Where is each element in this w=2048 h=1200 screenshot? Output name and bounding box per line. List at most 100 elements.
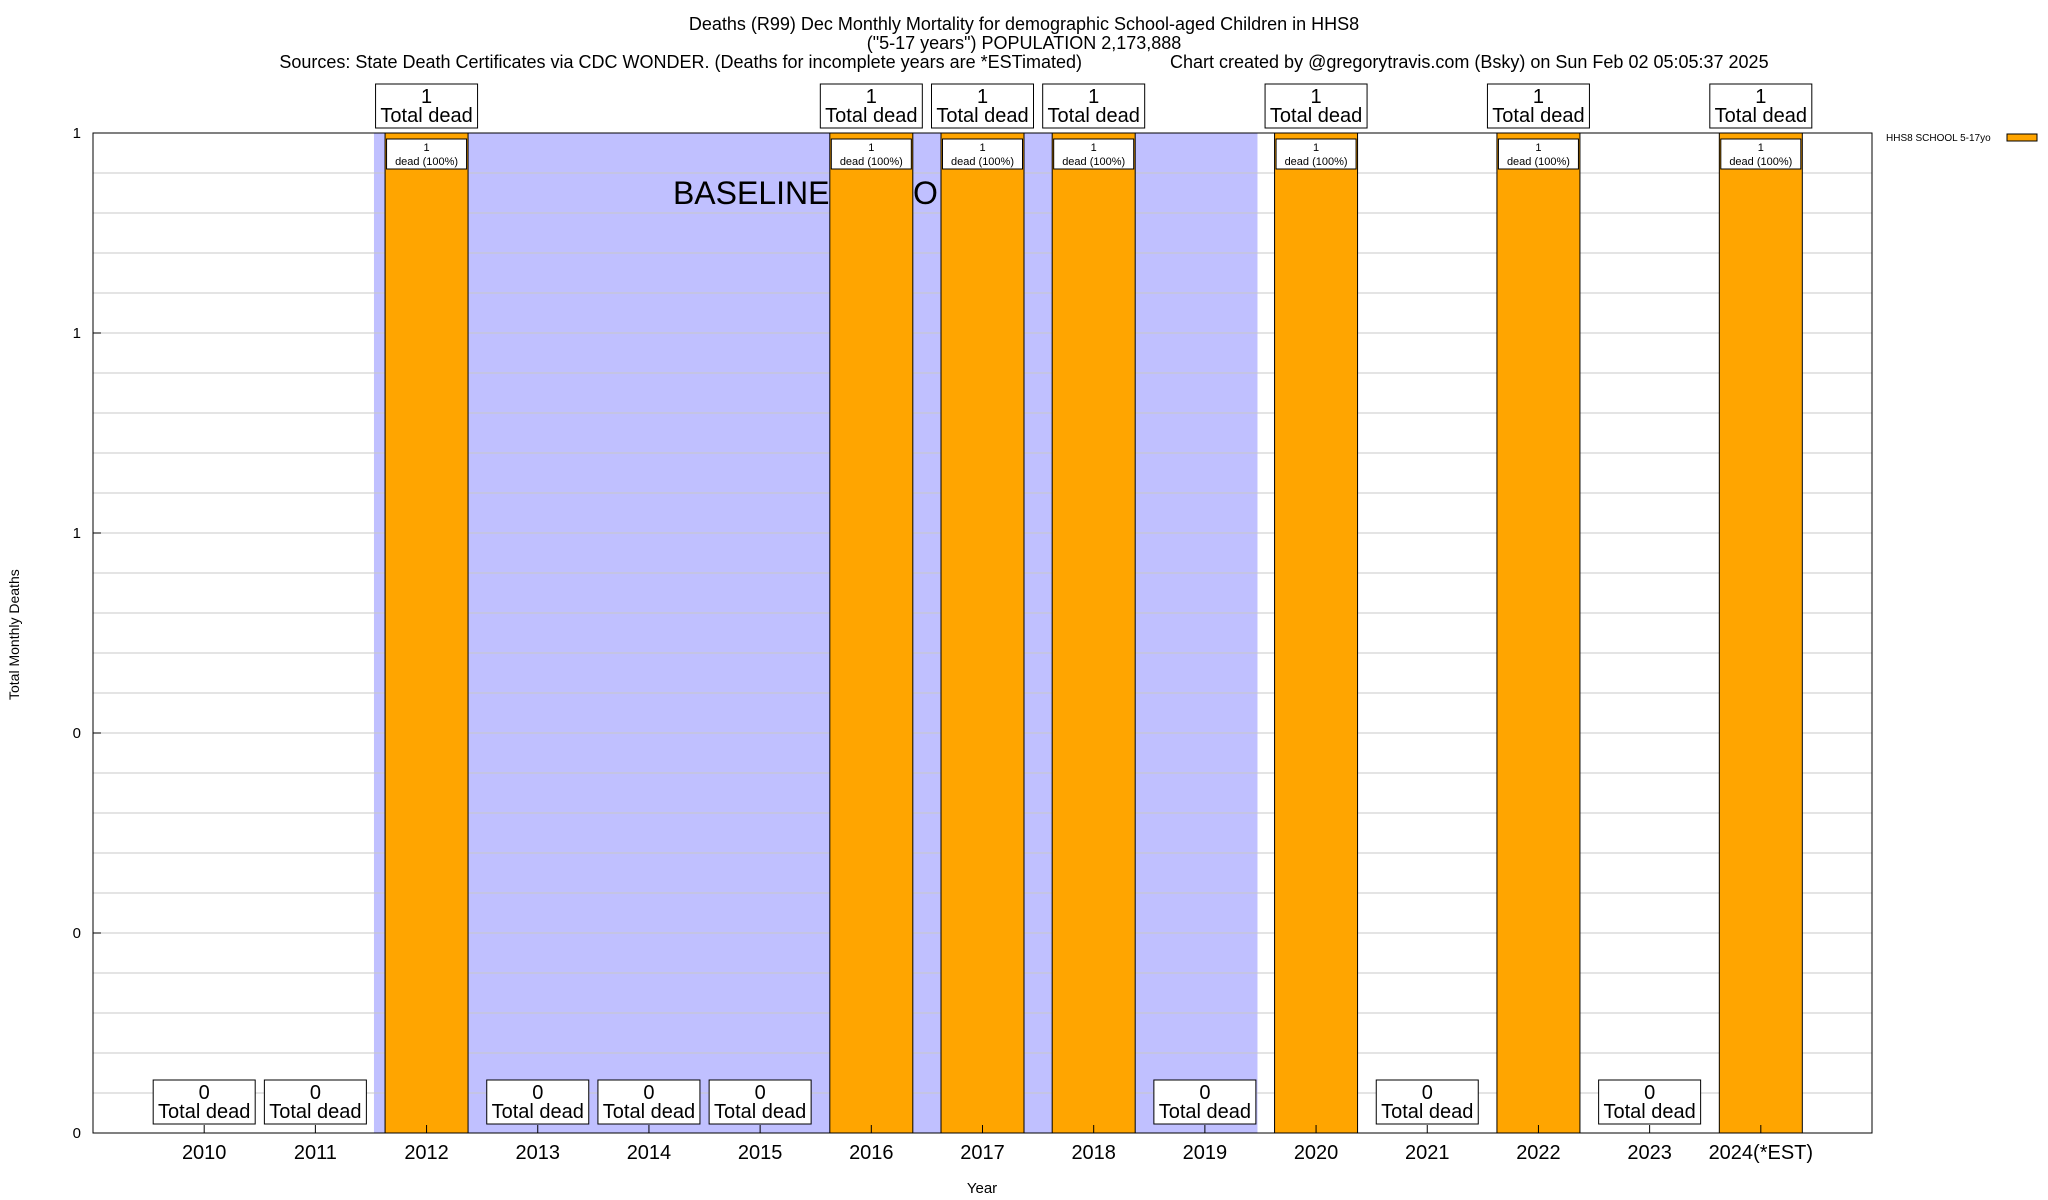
bar-inner-caption: dead (100%)	[1285, 156, 1348, 168]
bar	[1274, 132, 1359, 1134]
total-label-box	[819, 83, 923, 129]
chart-title: Deaths (R99) Dec Monthly Mortality for d…	[688, 14, 1360, 34]
x-tick-label: 2015	[738, 1142, 783, 1164]
total-label-value: 1	[866, 86, 877, 108]
bar-inner-caption: dead (100%)	[951, 156, 1014, 168]
bar-inner-caption: dead (100%)	[1729, 156, 1792, 168]
x-tick-label: 2022	[1516, 1142, 1561, 1164]
chart-source-text: Sources: State Death Certificates via CD…	[279, 52, 1082, 72]
legend-swatch	[2006, 133, 2038, 142]
y-tick-label: 1	[73, 325, 81, 342]
y-tick-label: 1	[73, 525, 81, 542]
total-label-caption: Total dead	[1603, 1101, 1695, 1123]
total-label-value: 1	[1533, 86, 1544, 108]
bar-inner-label-box	[1053, 138, 1135, 170]
total-label-box	[1375, 1079, 1479, 1125]
bar	[1496, 132, 1581, 1134]
bar-inner-caption: dead (100%)	[1507, 156, 1570, 168]
total-label-caption: Total dead	[1270, 105, 1362, 127]
total-label-box	[931, 83, 1034, 129]
total-label-value: 1	[1755, 86, 1766, 108]
total-label-value: 0	[532, 1082, 543, 1104]
bar-inner-label-box	[942, 138, 1023, 170]
baseline-period-label: BASELINE PERIOD	[673, 175, 961, 211]
bar-inner-caption: dead (100%)	[1062, 156, 1125, 168]
total-label-box	[263, 1079, 367, 1125]
total-label-caption: Total dead	[1381, 1101, 1473, 1123]
bar-inner-value: 1	[1758, 142, 1764, 154]
bar-inner-label-box	[386, 138, 468, 170]
bar-inner-value: 1	[979, 142, 985, 154]
bar-inner-label-box	[1720, 138, 1802, 170]
y-tick-label: 1	[73, 125, 81, 142]
bar	[940, 132, 1025, 1134]
total-label-caption: Total dead	[1159, 1101, 1251, 1123]
total-label-caption: Total dead	[158, 1101, 250, 1123]
bar-inner-value: 1	[1313, 142, 1319, 154]
bar	[829, 132, 914, 1134]
total-label-box	[1042, 83, 1146, 129]
total-label-value: 1	[977, 86, 988, 108]
bar-inner-value: 1	[1091, 142, 1097, 154]
bar-inner-value: 1	[424, 142, 430, 154]
total-label-value: 0	[1199, 1082, 1210, 1104]
total-label-box	[708, 1079, 812, 1125]
x-tick-label: 2017	[960, 1142, 1005, 1164]
total-label-caption: Total dead	[825, 105, 917, 127]
total-label-value: 0	[1644, 1082, 1655, 1104]
bar-inner-caption: dead (100%)	[395, 156, 458, 168]
total-label-box	[1709, 83, 1813, 129]
x-tick-label: 2011	[294, 1142, 337, 1164]
legend-label: HHS8 SCHOOL 5-17yo	[1886, 133, 1991, 144]
bar-inner-label-box	[1497, 138, 1579, 170]
bar	[1051, 132, 1136, 1134]
x-tick-label: 2013	[516, 1142, 561, 1164]
total-label-box	[375, 83, 479, 129]
total-label-caption: Total dead	[603, 1101, 695, 1123]
total-label-value: 1	[421, 86, 432, 108]
total-label-box	[597, 1079, 701, 1125]
total-label-box	[1598, 1079, 1702, 1125]
total-label-caption: Total dead	[380, 105, 472, 127]
bar-inner-caption: dead (100%)	[840, 156, 903, 168]
y-tick-label: 0	[73, 1125, 81, 1142]
bar-inner-value: 1	[1535, 142, 1541, 154]
chart-credit-text: Chart created by @gregorytravis.com (Bsk…	[1170, 52, 1769, 72]
total-label-box	[486, 1079, 590, 1125]
x-tick-label: 2014	[627, 1142, 672, 1164]
x-tick-label: 2019	[1183, 1142, 1228, 1164]
total-label-value: 0	[643, 1082, 654, 1104]
total-label-caption: Total dead	[714, 1101, 806, 1123]
x-tick-label: 2024(*EST)	[1709, 1142, 1814, 1164]
x-axis-label: Year	[967, 1180, 997, 1197]
total-label-caption: Total dead	[269, 1101, 361, 1123]
x-tick-label: 2021	[1405, 1142, 1450, 1164]
bar-inner-value: 1	[868, 142, 874, 154]
x-tick-label: 2018	[1071, 1142, 1116, 1164]
total-label-value: 1	[1311, 86, 1322, 108]
total-label-value: 0	[1422, 1082, 1433, 1104]
bar-inner-label-box	[1275, 138, 1357, 170]
chart-subtitle: ("5-17 years") POPULATION 2,173,888	[866, 33, 1182, 53]
chart-source-line: Sources: State Death Certificates via CD…	[0, 52, 2048, 72]
x-tick-label: 2016	[849, 1142, 894, 1164]
total-label-caption: Total dead	[1048, 105, 1140, 127]
bar	[1718, 132, 1803, 1134]
x-tick-label: 2010	[182, 1142, 227, 1164]
total-label-value: 0	[310, 1082, 321, 1104]
total-label-value: 0	[755, 1082, 766, 1104]
y-tick-label: 0	[73, 725, 81, 742]
total-label-value: 0	[199, 1082, 210, 1104]
bar-inner-label-box	[830, 138, 912, 170]
total-label-box	[1486, 83, 1590, 129]
bar	[384, 132, 469, 1134]
total-label-caption: Total dead	[936, 105, 1028, 127]
total-label-caption: Total dead	[1715, 105, 1807, 127]
total-label-box	[1264, 83, 1368, 129]
total-label-value: 1	[1088, 86, 1099, 108]
total-label-caption: Total dead	[1492, 105, 1584, 127]
plot-border	[92, 132, 1873, 1134]
x-tick-label: 2023	[1627, 1142, 1672, 1164]
y-tick-label: 0	[73, 925, 81, 942]
